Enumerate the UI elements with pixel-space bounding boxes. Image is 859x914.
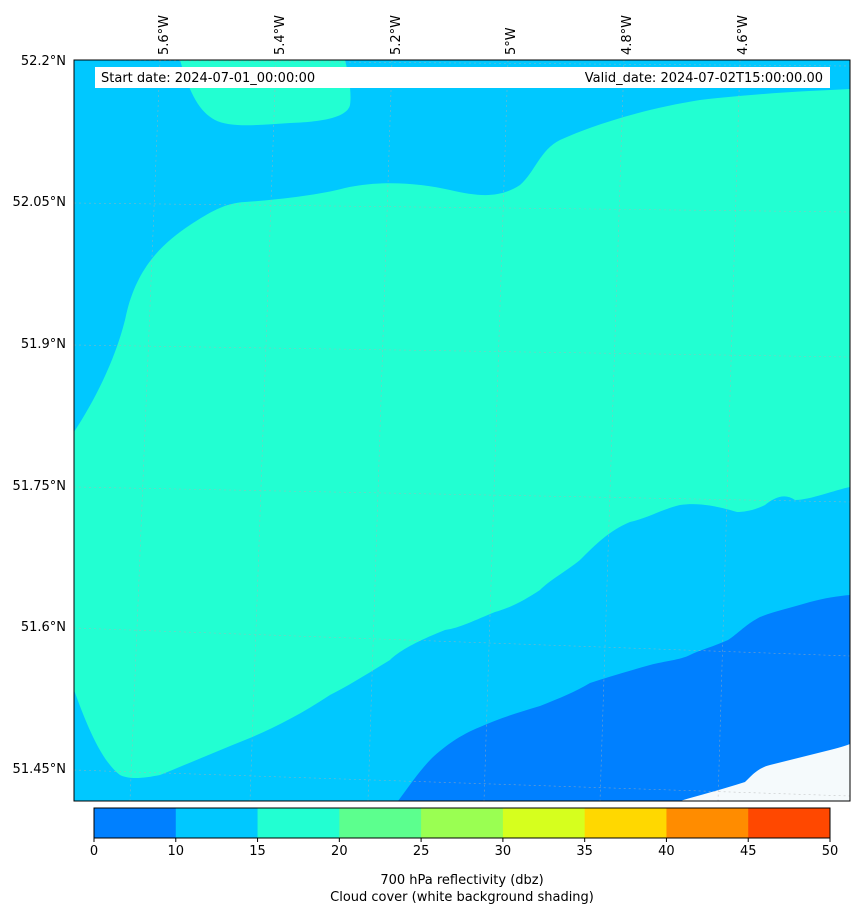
map-frame bbox=[73, 59, 851, 802]
lat-label: 51.6°N bbox=[21, 620, 66, 635]
colorbar-cell bbox=[339, 808, 422, 838]
colorbar-tick-label: 35 bbox=[576, 844, 593, 859]
colorbar-tick-label: 10 bbox=[168, 844, 185, 859]
lon-label: 5.4°W bbox=[273, 15, 288, 55]
colorbar-tick-label: 15 bbox=[249, 844, 266, 859]
colorbar-tick-label: 45 bbox=[740, 844, 757, 859]
colorbar-cell bbox=[666, 808, 749, 838]
lat-label: 52.2°N bbox=[21, 54, 66, 69]
colorbar-cell bbox=[257, 808, 340, 838]
colorbar-cell bbox=[94, 808, 177, 838]
lat-label: 51.9°N bbox=[21, 337, 66, 352]
colorbar-tick-label: 50 bbox=[822, 844, 839, 859]
lat-label: 51.75°N bbox=[13, 479, 66, 494]
longitude-labels: 5.6°W 5.4°W 5.2°W 5°W 4.8°W 4.6°W bbox=[157, 15, 751, 55]
lat-label: 51.45°N bbox=[13, 762, 66, 777]
date-banner bbox=[95, 67, 830, 88]
colorbar-sublabel: Cloud cover (white background shading) bbox=[330, 890, 594, 905]
colorbar: 0 10 15 20 25 30 35 40 45 50 700 hPa reflectivity… bbox=[90, 807, 839, 905]
lat-label: 52.05°N bbox=[13, 195, 66, 210]
map-plot-area: Start date: 2024-07-01_00:00:00 Valid_da… bbox=[74, 60, 850, 801]
colorbar-tick-label: 0 bbox=[90, 844, 98, 859]
colorbar-cell bbox=[502, 808, 586, 838]
lon-label: 5°W bbox=[504, 27, 519, 55]
colorbar-cell bbox=[175, 808, 259, 838]
colorbar-label: 700 hPa reflectivity (dbz) bbox=[380, 873, 543, 888]
colorbar-tick-label: 20 bbox=[331, 844, 348, 859]
latitude-labels: 52.2°N 52.05°N 51.9°N 51.75°N 51.6°N 51.… bbox=[13, 54, 66, 777]
colorbar-cell bbox=[748, 808, 831, 838]
lon-label: 4.6°W bbox=[736, 15, 751, 55]
colorbar-tick-label: 25 bbox=[413, 844, 430, 859]
start-date-text: Start date: 2024-07-01_00:00:00 bbox=[101, 71, 315, 86]
colorbar-tick-label: 30 bbox=[495, 844, 512, 859]
lon-label: 4.8°W bbox=[620, 15, 635, 55]
lon-label: 5.6°W bbox=[157, 15, 172, 55]
valid-date-text: Valid_date: 2024-07-02T15:00:00.00 bbox=[585, 71, 823, 86]
colorbar-tick-label: 40 bbox=[658, 844, 675, 859]
lon-label: 5.2°W bbox=[389, 15, 404, 55]
colorbar-cell bbox=[584, 808, 667, 838]
reflectivity-15-20-region bbox=[74, 89, 850, 779]
reflectivity-0-10-region bbox=[398, 595, 850, 801]
cloud-cover-region bbox=[680, 744, 850, 801]
map-gridlines bbox=[74, 60, 850, 801]
colorbar-frame bbox=[93, 807, 831, 839]
colorbar-cell bbox=[421, 808, 504, 838]
